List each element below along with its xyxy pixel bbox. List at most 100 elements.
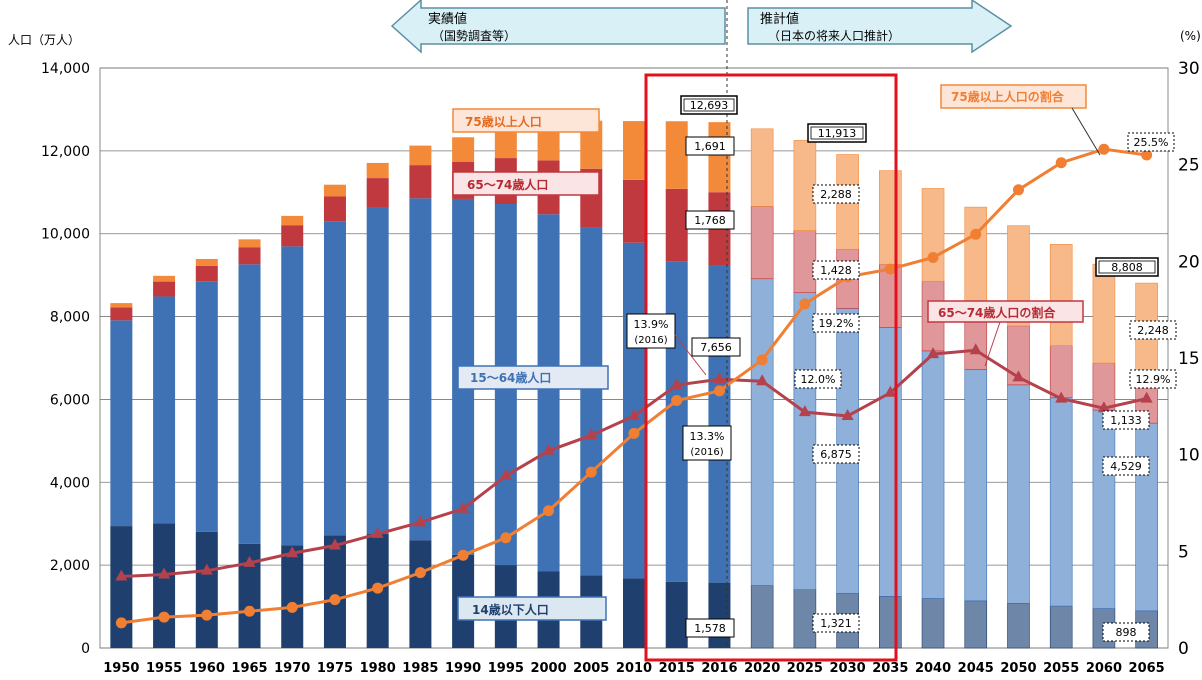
bar-segment-3 (623, 121, 645, 180)
x-tick-label: 2016 (701, 661, 737, 676)
callout-r65-2016: 13.9% (2016) (626, 313, 707, 376)
x-tick-label: 1960 (189, 661, 225, 676)
bar-segment-0 (153, 523, 176, 648)
bar-segment-1 (793, 292, 817, 591)
callout-65-2030: 1,428 (812, 260, 860, 280)
callout-r65-2030: 12.0% (794, 369, 842, 389)
bar-segment-1 (665, 261, 688, 582)
ratio-point-0 (756, 374, 769, 386)
callout-r75-2016: 13.3% (2016) (682, 425, 732, 461)
bar-segment-3 (964, 206, 988, 302)
callout-r75-2030-text: 19.2% (819, 317, 854, 330)
bar-segment-3 (1049, 244, 1073, 346)
bar-segment-1 (580, 227, 603, 576)
ratio-point-0 (457, 501, 470, 513)
callout-75-2016-text: 1,691 (694, 140, 726, 153)
right-tick-label: 30 (1178, 59, 1200, 79)
bar-segment-0 (623, 578, 645, 648)
label-age75-text: 75歳以上人口 (465, 114, 542, 129)
bar-segment-2 (665, 188, 688, 262)
ratio-point-1 (414, 567, 426, 579)
ratio-point-1 (543, 505, 555, 517)
bar-segment-3 (665, 121, 688, 189)
ratio-point-1 (927, 251, 939, 263)
x-tick-label: 1950 (103, 661, 139, 676)
ratio-point-1 (372, 582, 384, 594)
actual-values-subtitle: （国勢調査等） (432, 28, 516, 43)
bar-segment-3 (750, 128, 774, 207)
bar-segment-3 (366, 162, 389, 179)
bar-segment-0 (921, 598, 945, 649)
bar-segment-3 (281, 215, 304, 226)
callout-15-2030: 6,875 (812, 444, 860, 464)
bar-segment-0 (1049, 605, 1073, 649)
ratio-point-1 (585, 466, 597, 478)
bar-segment-1 (323, 221, 346, 536)
x-tick-label: 2035 (872, 661, 908, 676)
axes-layer: 0 2,000 4,000 6,000 8,000 10,000 12,000 14,000 0… (41, 59, 1200, 676)
bar-segment-0 (964, 600, 988, 649)
label-ratio65-text: 65〜74歳人口の割合 (938, 305, 1056, 320)
x-tick-label: 2025 (787, 661, 823, 676)
bar-segment-2 (281, 225, 304, 247)
bar-segment-0 (793, 589, 817, 649)
bar-segment-2 (195, 265, 218, 282)
x-tick-label: 2050 (1000, 661, 1036, 676)
ratio-point-0 (713, 372, 726, 384)
ratio-point-0 (115, 569, 128, 581)
callout-15-2016-text: 7,656 (700, 341, 732, 354)
ratio-point-0 (200, 563, 213, 575)
bar-segment-2 (750, 206, 774, 280)
ratio-point-0 (670, 378, 683, 390)
callout-total-2065: 8,808 (1095, 257, 1159, 277)
ratio-point-0 (158, 567, 171, 579)
bar-segment-1 (110, 320, 133, 527)
label-ratio75-text: 75歳以上人口の割合 (951, 89, 1065, 104)
ratio-point-1 (457, 549, 469, 561)
callout-r75-2016-sub: (2016) (690, 447, 723, 458)
right-tick-label: 15 (1178, 349, 1200, 369)
ratio-line-layer (115, 143, 1153, 629)
bar-segment-0 (1007, 603, 1030, 649)
left-tick-label: 4,000 (50, 475, 90, 491)
bar-segment-0 (409, 540, 432, 648)
callout-75-2065: 2,248 (1129, 320, 1177, 340)
ratio-point-1 (1098, 143, 1110, 155)
label-age65: 65〜74歳人口 (452, 171, 600, 196)
x-tick-label: 1990 (445, 661, 481, 676)
callout-75-2065-text: 2,248 (1137, 324, 1169, 337)
callout-total-2016: 12,693 (680, 95, 738, 115)
projected-values-title: 推計値 (760, 11, 799, 27)
bar-segment-1 (153, 296, 176, 524)
left-tick-label: 14,000 (41, 61, 90, 77)
callout-r65-2065: 12.9% (1129, 369, 1177, 389)
x-tick-label: 1970 (274, 661, 310, 676)
ratio-point-1 (970, 228, 982, 240)
left-tick-label: 2,000 (50, 558, 90, 574)
callout-15-2065: 4,529 (1102, 456, 1150, 476)
bar-segment-1 (1135, 422, 1158, 612)
ratio-point-0 (499, 468, 512, 480)
label-age15-text: 15〜64歳人口 (470, 370, 551, 385)
bar-segment-1 (879, 327, 902, 597)
callout-r75-2030: 19.2% (812, 313, 860, 333)
ratio-point-1 (799, 298, 811, 310)
ratio-point-1 (628, 427, 640, 439)
actual-values-title: 実績値 (428, 11, 467, 27)
bar-segment-2 (623, 179, 645, 243)
bar-segment-0 (195, 531, 218, 648)
ratio-point-1 (1055, 157, 1067, 169)
callout-r75-2065: 25.5% (1127, 132, 1175, 152)
callout-15-2016: 7,656 (691, 337, 741, 357)
ratio-point-0 (1140, 391, 1153, 403)
x-tick-label: 1995 (488, 661, 524, 676)
left-axis-title: 人口（万人） (8, 33, 80, 47)
callout-75-2016: 1,691 (685, 136, 735, 156)
bar-segment-0 (323, 535, 346, 648)
ratio-point-1 (713, 385, 725, 397)
callout-0-2030-text: 1,321 (820, 617, 852, 630)
x-tick-label: 2045 (958, 661, 994, 676)
bar-segment-3 (110, 303, 133, 308)
ratio-point-1 (500, 532, 512, 544)
